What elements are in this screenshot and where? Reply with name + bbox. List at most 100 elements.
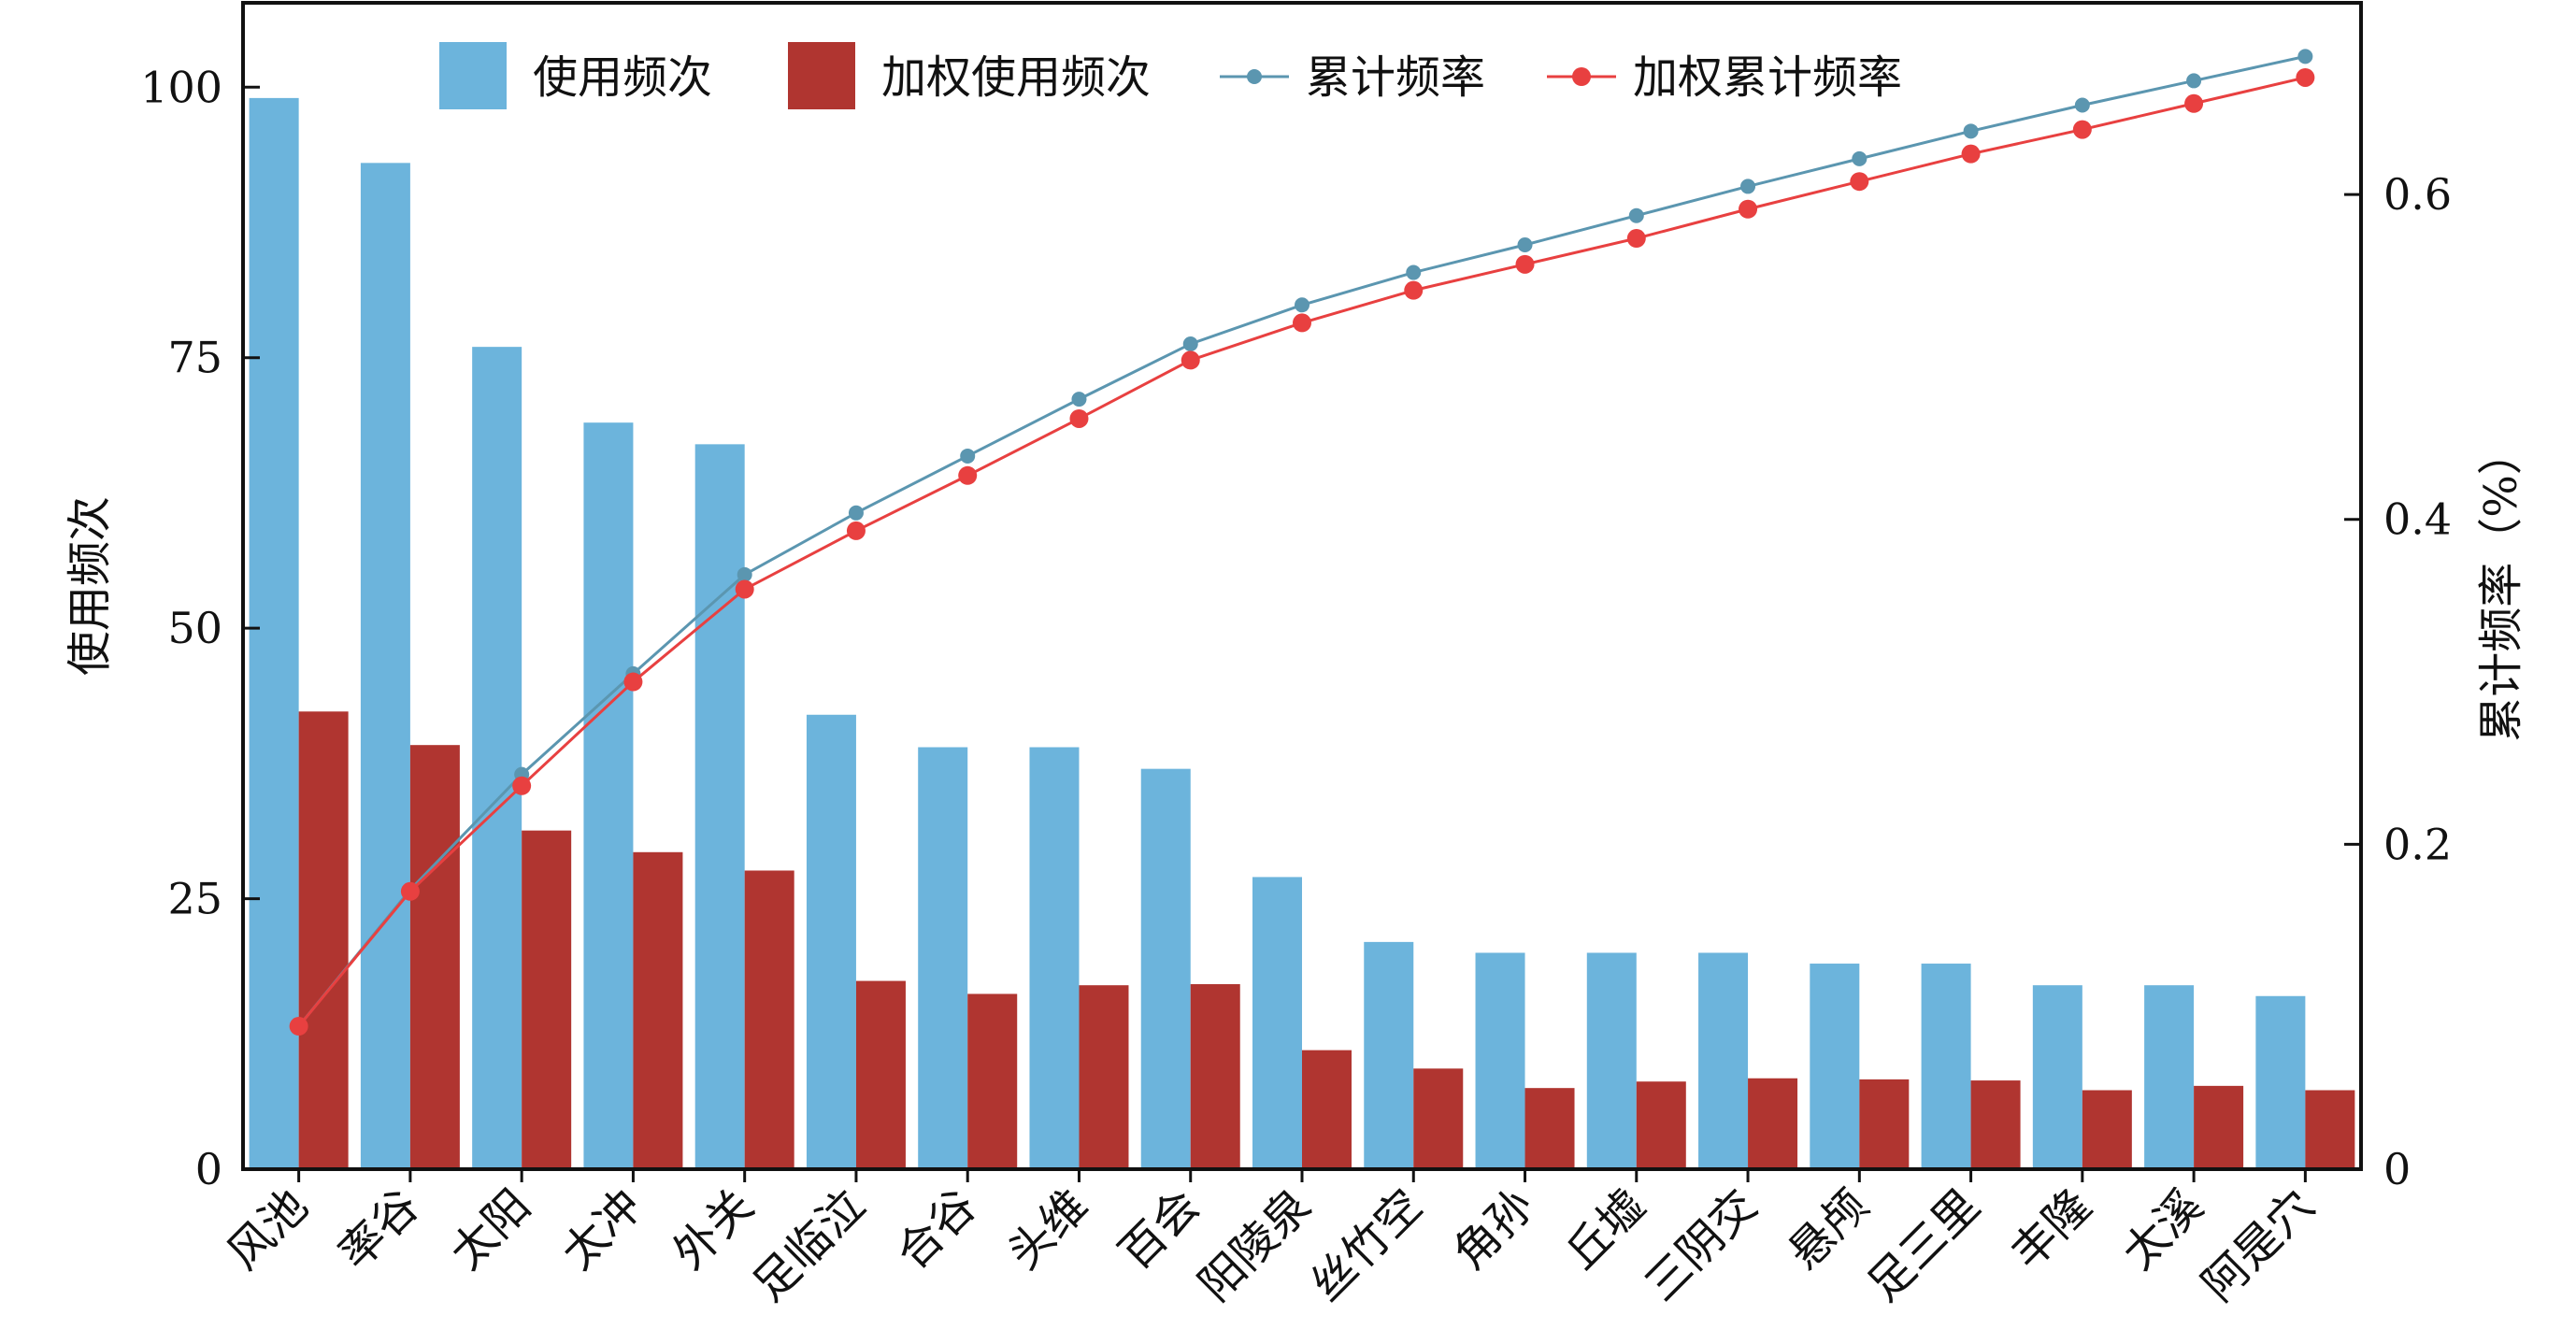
bar-usage <box>2144 985 2195 1169</box>
bar-weighted-usage <box>967 993 1018 1169</box>
bar-weighted-usage <box>633 851 683 1169</box>
x-tick-label: 丘墟 <box>1555 1179 1655 1279</box>
x-tick-label: 悬颅 <box>1778 1179 1878 1279</box>
bar-usage <box>2032 985 2082 1169</box>
point-cumulative <box>1182 336 1198 352</box>
x-tick-label: 风池 <box>218 1179 318 1279</box>
x-tick-label: 百会 <box>1109 1179 1209 1279</box>
point-weighted-cumulative <box>2296 67 2315 87</box>
x-tick-label: 三阴交 <box>1635 1179 1767 1311</box>
bar-usage <box>1475 952 1525 1169</box>
point-weighted-cumulative <box>623 672 643 692</box>
bar-usage <box>1140 768 1191 1169</box>
bar-weighted-usage <box>2082 1090 2132 1169</box>
point-cumulative <box>848 505 864 521</box>
bar-usage <box>1810 964 1860 1169</box>
point-weighted-cumulative <box>2184 93 2204 113</box>
legend-label-weighted-usage: 加权使用频次 <box>881 51 1151 104</box>
point-cumulative <box>960 448 976 464</box>
y-tick-label: 100 <box>140 62 222 112</box>
point-weighted-cumulative <box>1069 408 1089 428</box>
bar-usage <box>2255 995 2306 1169</box>
bar-weighted-usage <box>1190 984 1240 1169</box>
legend: 使用频次 加权使用频次 累计频率 加权累计频率 <box>439 42 1902 109</box>
bar-weighted-usage <box>1079 985 1129 1169</box>
bar-weighted-usage <box>1302 1050 1352 1169</box>
point-cumulative <box>2297 49 2313 64</box>
bar-weighted-usage <box>855 980 906 1169</box>
bar-usage <box>249 97 299 1169</box>
bar-usage <box>360 163 410 1170</box>
x-tick-label: 丝竹空 <box>1300 1179 1432 1311</box>
lines-layer <box>289 49 2315 1036</box>
bar-weighted-usage <box>1524 1088 1575 1169</box>
legend-swatch-usage <box>439 42 507 109</box>
x-tick-label: 足三里 <box>1858 1179 1990 1311</box>
bar-weighted-usage <box>298 711 349 1169</box>
y2-tick-label: 0 <box>2383 1144 2411 1194</box>
point-weighted-cumulative <box>2072 120 2092 139</box>
y-tick-label: 75 <box>167 333 222 383</box>
point-weighted-cumulative <box>735 579 754 599</box>
legend-marker-cumulative <box>1247 69 1262 84</box>
point-weighted-cumulative <box>289 1017 308 1036</box>
x-tick-label: 足临泣 <box>743 1179 875 1311</box>
bar-usage <box>806 714 856 1169</box>
bar-usage <box>918 747 968 1169</box>
point-weighted-cumulative <box>400 881 420 901</box>
bar-usage <box>583 422 634 1169</box>
bar-usage <box>1029 747 1080 1169</box>
point-cumulative <box>2074 97 2090 113</box>
bar-weighted-usage <box>1748 1078 1798 1169</box>
bar-usage <box>1252 877 1302 1169</box>
point-cumulative <box>1852 150 1868 166</box>
point-cumulative <box>1071 392 1087 407</box>
y2-tick-label: 0.4 <box>2383 494 2452 545</box>
bar-usage <box>1698 952 1749 1169</box>
point-weighted-cumulative <box>1961 144 1981 164</box>
bar-usage <box>1364 941 1414 1169</box>
point-weighted-cumulative <box>512 776 532 795</box>
x-tick-label: 合谷 <box>886 1179 986 1279</box>
point-cumulative <box>1740 179 1756 194</box>
x-tick-label: 丰隆 <box>2001 1179 2101 1279</box>
bar-weighted-usage <box>522 830 572 1169</box>
point-weighted-cumulative <box>1293 313 1311 333</box>
bar-weighted-usage <box>2194 1085 2244 1169</box>
bar-usage <box>1921 964 1971 1169</box>
bars-layer <box>249 97 2355 1170</box>
y-tick-label: 50 <box>167 603 222 653</box>
bar-weighted-usage <box>1636 1081 1686 1169</box>
point-cumulative <box>1963 123 1979 139</box>
point-weighted-cumulative <box>958 465 978 485</box>
legend-label-weighted-cumulative: 加权累计频率 <box>1633 51 1902 104</box>
point-cumulative <box>1628 207 1644 223</box>
point-weighted-cumulative <box>1739 199 1758 219</box>
y2-tick-label: 0.2 <box>2383 819 2452 869</box>
bar-weighted-usage <box>409 745 460 1169</box>
point-cumulative <box>2186 73 2202 89</box>
y-axis-title: 使用频次 <box>64 496 116 676</box>
bar-usage <box>472 347 522 1169</box>
y-tick-label: 0 <box>195 1144 222 1194</box>
point-weighted-cumulative <box>1626 229 1646 249</box>
point-cumulative <box>1517 236 1533 252</box>
point-weighted-cumulative <box>1515 254 1535 274</box>
x-tick-label: 太阳 <box>440 1179 540 1279</box>
x-tick-label: 阳陵泉 <box>1189 1179 1321 1311</box>
y2-tick-label: 0.6 <box>2383 169 2452 220</box>
point-cumulative <box>737 566 752 582</box>
bar-weighted-usage <box>744 870 794 1169</box>
bar-weighted-usage <box>1970 1080 2021 1169</box>
x-tick-label: 太溪 <box>2112 1179 2212 1279</box>
x-tick-label: 外关 <box>664 1179 764 1279</box>
x-tick-label: 阿是穴 <box>2192 1179 2324 1311</box>
bar-weighted-usage <box>1413 1068 1464 1169</box>
bar-weighted-usage <box>2305 1090 2355 1169</box>
x-tick-label: 角孙 <box>1444 1179 1544 1279</box>
legend-label-usage: 使用频次 <box>533 51 712 104</box>
point-cumulative <box>1295 297 1309 313</box>
bar-usage <box>694 444 745 1169</box>
point-cumulative <box>1406 264 1422 280</box>
